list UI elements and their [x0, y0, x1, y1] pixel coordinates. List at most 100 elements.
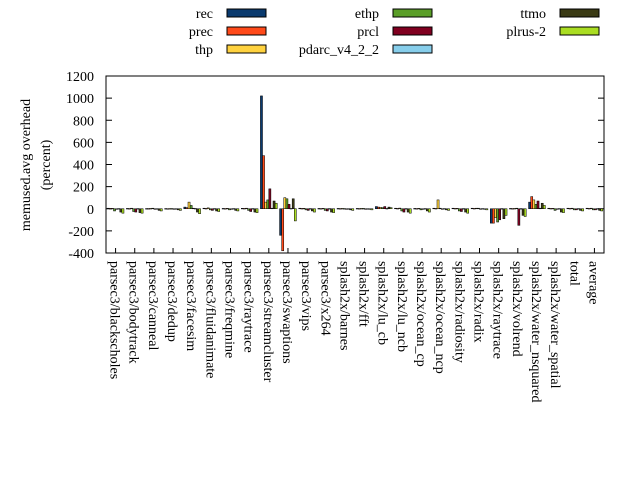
x-tick-label: splash2x/water_nsquared — [528, 261, 543, 403]
bar — [245, 207, 248, 210]
bar — [208, 208, 212, 211]
bar — [166, 208, 170, 210]
legend-label: prcl — [357, 25, 379, 40]
y-tick-label: -400 — [68, 247, 94, 262]
bar — [589, 207, 593, 210]
bar — [360, 208, 363, 210]
x-tick-label: parsec3/canneal — [145, 261, 160, 350]
bar — [217, 208, 220, 212]
bar — [215, 208, 218, 212]
bar — [211, 208, 214, 211]
bar — [128, 208, 131, 210]
legend-label: prec — [189, 25, 213, 40]
legend-swatch — [392, 26, 433, 36]
bar — [532, 199, 536, 209]
bar — [402, 208, 406, 213]
bar — [247, 208, 250, 211]
bar — [504, 208, 508, 216]
bar — [330, 208, 333, 213]
x-tick-label: parsec3/freqmine — [222, 261, 237, 358]
bar — [151, 207, 155, 210]
x-tick-label: parsec3/facesim — [183, 261, 198, 351]
bar — [413, 208, 416, 210]
legend-swatch — [392, 8, 433, 18]
bar — [232, 208, 235, 210]
bar — [400, 208, 404, 212]
bar — [319, 208, 323, 210]
bar — [472, 208, 476, 210]
bar — [298, 207, 302, 210]
y-axis-label-line: memused.avg overhead — [19, 99, 34, 231]
bar — [500, 208, 504, 210]
bar — [381, 207, 384, 210]
bar — [575, 208, 578, 211]
bar — [274, 202, 278, 209]
y-tick-label: 400 — [73, 159, 94, 174]
x-tick-label: total — [566, 261, 581, 286]
y-tick-label: 0 — [87, 203, 94, 218]
bar — [543, 205, 546, 209]
x-tick-label: parsec3/bodytrack — [126, 261, 141, 364]
bar — [457, 208, 461, 212]
bar — [130, 207, 133, 210]
bar — [523, 208, 527, 217]
bar — [600, 208, 604, 212]
bar — [236, 208, 240, 212]
bar — [251, 208, 255, 210]
bar — [249, 208, 253, 212]
bar — [481, 208, 484, 210]
bar — [336, 208, 340, 210]
bar — [440, 208, 444, 210]
bar — [515, 207, 519, 210]
bar — [585, 207, 589, 210]
x-tick-label: splash2x/ocean_cp — [413, 261, 428, 367]
x-tick-label: parsec3/vips — [298, 261, 313, 331]
bar — [202, 207, 206, 210]
bar — [540, 202, 544, 209]
bar — [432, 207, 436, 210]
bar — [302, 208, 306, 210]
bar — [479, 208, 482, 210]
bar — [196, 208, 199, 213]
bar — [194, 208, 197, 210]
bar — [557, 208, 561, 210]
bar — [592, 208, 595, 211]
bar — [183, 206, 187, 209]
bar — [572, 208, 576, 211]
bar — [560, 208, 563, 213]
bar — [358, 208, 361, 210]
bar — [398, 207, 402, 209]
bar — [189, 205, 193, 209]
y-tick-label: 1200 — [66, 70, 94, 85]
bar — [470, 207, 474, 210]
y-axis-label-line: (percent) — [39, 139, 54, 190]
x-tick-label: parsec3/streamcluster — [260, 261, 275, 383]
bar — [528, 201, 531, 210]
bar — [187, 201, 191, 210]
plot-frame — [105, 75, 605, 254]
bar — [241, 208, 244, 210]
y-axis-label: memused.avg overhead (percent) — [19, 99, 54, 231]
bar — [138, 208, 142, 213]
x-tick-label: parsec3/dedup — [164, 261, 179, 342]
bar — [445, 208, 448, 211]
x-tick-label: splash2x/radix — [471, 261, 486, 343]
bar — [313, 208, 316, 213]
bar — [300, 208, 304, 210]
bar — [253, 208, 257, 213]
bar — [460, 208, 463, 212]
bar — [170, 208, 174, 210]
bar — [111, 208, 114, 210]
y-tick-label: 200 — [73, 181, 94, 196]
bar — [223, 208, 227, 210]
bar — [417, 208, 421, 210]
bar — [436, 199, 440, 209]
x-tick-label: splash2x/lu_ncb — [394, 261, 409, 352]
x-tick-label: splash2x/fft — [356, 261, 371, 327]
bar — [389, 207, 393, 210]
bar — [113, 208, 116, 212]
bar — [498, 208, 502, 221]
bar — [570, 207, 574, 210]
bar — [121, 208, 125, 214]
